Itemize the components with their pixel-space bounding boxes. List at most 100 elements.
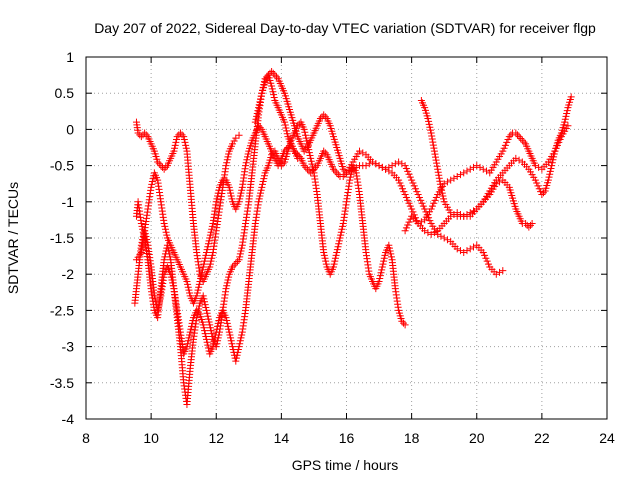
data-point [171,144,179,152]
data-point [551,147,559,155]
chart-title: Day 207 of 2022, Sidereal Day-to-day VTE… [94,20,596,36]
data-point [443,178,451,186]
series-track-4 [132,122,536,307]
x-tick-label: 14 [274,430,290,446]
data-point [226,331,234,339]
data-point [235,131,243,139]
data-point [425,120,433,128]
data-point [160,256,168,264]
data-point [269,69,277,77]
data-point [427,230,435,238]
data-point [206,260,214,268]
data-point [466,245,474,253]
data-point [421,205,429,213]
data-point [398,317,406,325]
data-point [417,196,425,204]
data-point [260,172,268,180]
data-point [222,285,230,293]
data-point [208,254,216,262]
data-point [399,185,407,193]
data-point [440,195,448,203]
data-point [469,163,477,171]
data-point [429,141,437,149]
y-tick-label: -1.5 [50,230,74,246]
data-point [404,221,412,229]
data-point [212,198,220,206]
series-track-2 [132,71,305,409]
data-point [194,308,202,316]
data-point [238,186,246,194]
data-point [440,234,448,242]
data-point [185,286,193,294]
data-point [544,176,552,184]
data-point [199,266,207,274]
data-point [430,144,438,152]
data-point [321,254,329,262]
data-point [382,165,390,173]
data-point [211,334,219,342]
data-point [552,144,560,152]
data-point [197,275,205,283]
data-point [443,236,451,244]
data-point [414,220,422,228]
data-point [201,327,209,335]
data-point [208,225,216,233]
data-point [428,202,436,210]
data-point [303,165,311,173]
data-point [202,306,210,314]
data-point [200,324,208,332]
data-point [224,276,232,284]
data-point [230,137,238,145]
data-point [272,73,280,81]
data-point [310,165,318,173]
data-point [281,121,289,129]
data-point [386,247,394,255]
data-point [213,325,221,333]
data-point [456,171,464,179]
y-tick-label: 0 [66,121,74,137]
data-point [134,129,142,137]
data-point [270,94,278,102]
axis-ticks: 8 10 12 14 16 18 20 22 24-4-3.5-3-2.5-2-1.5-1-0.… [50,49,615,446]
data-point [137,220,145,228]
data-point [401,191,409,199]
data-point [500,144,508,152]
data-point [243,156,251,164]
x-axis-label: GPS time / hours [292,457,399,473]
data-point [257,95,265,103]
data-point [193,292,201,300]
data-point [148,180,156,188]
y-tick-label: -4 [62,411,75,427]
data-point [555,138,563,146]
data-point [270,91,278,99]
data-point [300,162,308,170]
data-point [564,122,572,130]
data-point [225,183,233,191]
data-point [165,247,173,255]
data-point [535,185,543,193]
data-point [376,275,384,283]
data-point [257,189,265,197]
data-point [333,246,341,254]
data-point [430,199,438,207]
data-point [195,302,203,310]
data-point [182,144,190,152]
data-point [163,231,171,239]
data-point [419,202,427,210]
data-point [460,248,468,256]
data-point [255,198,263,206]
data-point [294,151,302,159]
data-point [307,154,315,162]
data-point [496,178,504,186]
data-point [406,173,414,181]
data-point [335,240,343,248]
data-point [199,263,207,271]
data-point [206,324,214,332]
data-point [208,251,216,259]
data-point [329,165,337,173]
data-point [160,220,168,228]
data-point [225,325,233,333]
data-point [402,224,410,232]
data-point [428,132,436,140]
